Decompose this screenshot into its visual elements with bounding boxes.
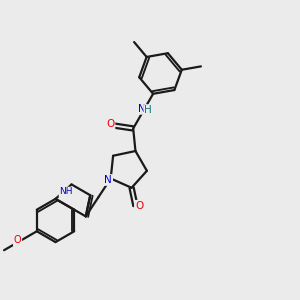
Text: O: O xyxy=(106,119,115,129)
Text: N: N xyxy=(138,104,146,114)
Text: N: N xyxy=(104,175,112,185)
Text: O: O xyxy=(14,236,21,245)
Text: NH: NH xyxy=(59,188,73,196)
Text: H: H xyxy=(144,105,152,115)
Text: O: O xyxy=(135,201,143,211)
